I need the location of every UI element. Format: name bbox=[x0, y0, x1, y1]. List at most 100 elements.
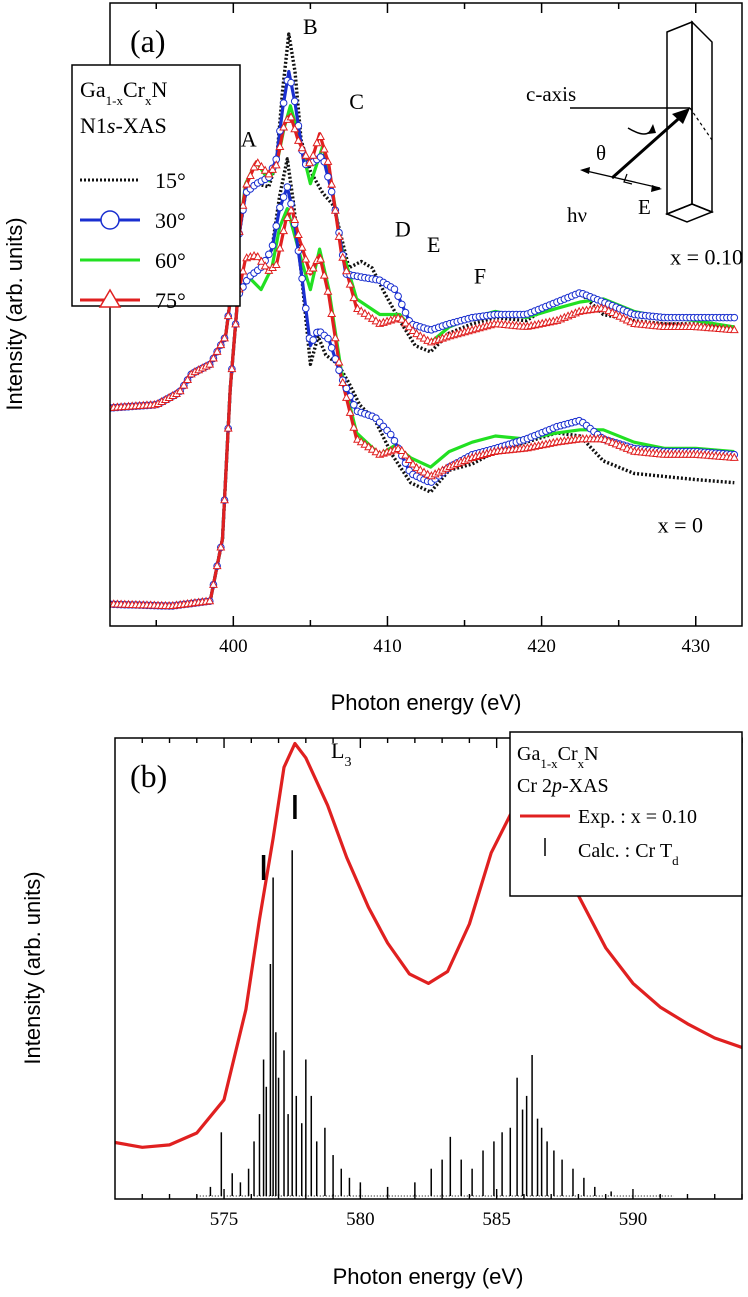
series-75-marker bbox=[338, 377, 348, 386]
legend-label-exp: Exp. : x = 0.10 bbox=[578, 806, 697, 828]
series-75-marker bbox=[279, 225, 289, 235]
series-30-marker bbox=[327, 187, 336, 196]
series-75-marker bbox=[216, 542, 226, 551]
series-75-marker bbox=[253, 251, 263, 261]
panel-a-label: (a) bbox=[130, 23, 166, 59]
series-75-marker bbox=[327, 179, 337, 188]
series-30-marker bbox=[301, 304, 310, 313]
legend-marker-75 bbox=[98, 288, 122, 308]
series-30-marker bbox=[327, 343, 336, 352]
panel-a-legend: Ga1-xCrxN N1s-XAS 15°30°60°75° bbox=[71, 64, 241, 313]
series-75-marker bbox=[316, 131, 326, 141]
panel-b-x-axis-title: Photon energy (eV) bbox=[333, 1264, 524, 1289]
panel-b: 575 580 585 590 (b) Photon energy (eV) Inte… bbox=[20, 731, 743, 1289]
series-75-marker bbox=[271, 160, 281, 169]
peak-label-C: C bbox=[349, 89, 364, 114]
series-75-marker bbox=[183, 374, 193, 384]
geometry-inset: c-axis θ hν E bbox=[526, 20, 715, 227]
series-75-marker bbox=[729, 325, 739, 334]
series-75-marker bbox=[408, 459, 418, 468]
series-75-marker bbox=[175, 386, 185, 395]
panel-a-group-labels: x = 0.10 x = 0 bbox=[658, 245, 743, 538]
panel-a: 400 410 420 430 (a) Photon energy (eV) Inte… bbox=[2, 2, 743, 715]
x-tick-label: 590 bbox=[619, 1209, 648, 1230]
series-30-marker bbox=[730, 313, 739, 322]
series-75-marker bbox=[268, 164, 277, 173]
series-75-marker bbox=[271, 259, 281, 268]
x-tick-label: 585 bbox=[482, 1209, 511, 1230]
series-75-marker bbox=[297, 143, 307, 152]
series-30-marker bbox=[272, 222, 281, 230]
series-75-marker bbox=[401, 318, 410, 327]
theta-label: θ bbox=[596, 141, 606, 165]
series-75-marker bbox=[345, 279, 355, 288]
panel-a-legend-box bbox=[71, 64, 241, 307]
series-75-marker bbox=[729, 452, 739, 461]
series-75-marker bbox=[397, 445, 407, 455]
series-30-marker bbox=[324, 334, 332, 343]
series-75-marker bbox=[404, 322, 414, 331]
series-30-marker bbox=[309, 336, 317, 344]
series-30-marker bbox=[324, 172, 332, 181]
series-75-marker bbox=[282, 212, 292, 221]
series-75-marker bbox=[401, 450, 410, 459]
panel-a-legend-subtitle: N1s-XAS bbox=[80, 113, 167, 138]
series-30-marker bbox=[276, 203, 284, 212]
series-75-marker bbox=[341, 266, 351, 275]
series-75-marker bbox=[223, 423, 233, 432]
x-tick-label: 410 bbox=[373, 636, 402, 657]
series-75-marker bbox=[216, 339, 226, 349]
series-75-marker bbox=[212, 346, 222, 355]
series-75-marker bbox=[220, 495, 229, 504]
x-tick-label: 400 bbox=[219, 636, 248, 657]
peak-label-D: D bbox=[395, 217, 411, 242]
group-label: x = 0 bbox=[658, 513, 703, 538]
series-75-marker bbox=[319, 270, 329, 279]
series-75-marker bbox=[341, 392, 351, 401]
c-axis-label: c-axis bbox=[526, 82, 576, 106]
series-75-marker bbox=[245, 170, 255, 179]
series-75-marker bbox=[349, 292, 359, 302]
panel-b-frame bbox=[114, 737, 743, 1200]
normal-dashed-line bbox=[689, 107, 713, 141]
panel-a-x-ticks: 400 410 420 430 bbox=[155, 3, 711, 657]
series-75-marker bbox=[286, 112, 296, 121]
x-tick-label: 430 bbox=[682, 636, 711, 657]
panel-b-calc-markers bbox=[261, 795, 297, 880]
theta-arc-head bbox=[648, 124, 656, 134]
series-75-marker bbox=[316, 254, 326, 263]
experiment-line bbox=[115, 741, 742, 1149]
series-75-marker bbox=[330, 205, 340, 214]
series-75-marker bbox=[223, 310, 233, 320]
series-75-marker bbox=[260, 165, 270, 174]
series-75-marker bbox=[242, 179, 252, 188]
series-75-marker bbox=[397, 314, 407, 323]
sample-side-face bbox=[691, 20, 713, 214]
series-75-marker bbox=[231, 319, 241, 328]
theta-arc bbox=[627, 127, 653, 135]
series-75-marker bbox=[323, 286, 333, 295]
series-75-marker bbox=[349, 422, 359, 431]
panel-a-frame bbox=[109, 2, 743, 627]
series-75-marker bbox=[293, 229, 303, 238]
series-30-marker bbox=[335, 366, 343, 374]
panel-b-y-axis-title: Intensity (arb. units) bbox=[20, 871, 45, 1064]
series-30-marker bbox=[290, 97, 299, 106]
series-75-marker bbox=[301, 150, 311, 159]
series-75-marker bbox=[319, 144, 329, 153]
group-label: x = 0.10 bbox=[670, 245, 743, 270]
series-75-marker bbox=[330, 333, 340, 342]
series-30-marker bbox=[279, 193, 288, 201]
series-75-marker bbox=[286, 205, 296, 214]
series-75-marker bbox=[297, 242, 307, 251]
series-75-marker bbox=[279, 122, 289, 131]
series-75-marker bbox=[208, 579, 218, 588]
x-tick-label: 420 bbox=[527, 636, 556, 657]
series-30-marker bbox=[265, 250, 273, 259]
series-75-marker bbox=[260, 261, 270, 270]
series-75-marker bbox=[275, 243, 285, 252]
series-30-marker bbox=[283, 183, 292, 191]
x-tick-label: 575 bbox=[210, 1209, 239, 1230]
series-75-marker bbox=[308, 150, 318, 159]
series-30-marker bbox=[386, 430, 395, 439]
